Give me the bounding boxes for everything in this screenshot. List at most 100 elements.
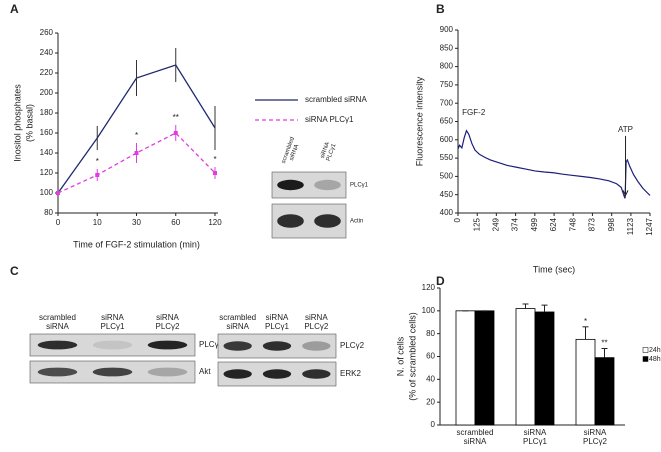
bar bbox=[455, 310, 476, 426]
blot-strip bbox=[29, 333, 196, 357]
lane-label: siRNA PLCγ2 bbox=[155, 313, 180, 331]
x-tick-label: siRNA PLCγ1 bbox=[523, 428, 548, 446]
x-axis-label: Time (sec) bbox=[533, 264, 575, 274]
x-tick-label: 0 bbox=[56, 218, 61, 227]
panel-label: B bbox=[436, 2, 445, 16]
annotation: * bbox=[584, 317, 587, 326]
y-tick-label: 800 bbox=[440, 62, 454, 71]
y-tick-label: 260 bbox=[40, 28, 54, 37]
blot-band bbox=[302, 369, 331, 379]
point-marker bbox=[134, 151, 139, 155]
x-tick-label: 249 bbox=[491, 217, 500, 231]
row-label: ERK2 bbox=[340, 369, 361, 378]
blot-band bbox=[302, 341, 331, 351]
x-tick-label: 10 bbox=[93, 218, 102, 227]
y-tick-label: 550 bbox=[440, 153, 454, 162]
y-tick-label: 240 bbox=[40, 48, 54, 57]
y-tick-label: 20 bbox=[426, 397, 435, 406]
legend-swatch bbox=[642, 347, 649, 353]
panel-label: D bbox=[436, 274, 445, 288]
trace-line bbox=[457, 129, 651, 199]
y-axis-label: N. of cells bbox=[395, 336, 405, 376]
bar bbox=[474, 310, 495, 426]
x-tick-label: 120 bbox=[208, 218, 222, 227]
legend-label: 48h bbox=[649, 356, 661, 363]
x-tick-label: 873 bbox=[588, 217, 597, 231]
y-tick-label: 220 bbox=[40, 68, 54, 77]
row-label: PLCγ1 bbox=[350, 183, 369, 189]
blot-band bbox=[37, 340, 78, 350]
y-tick-label: 850 bbox=[440, 43, 454, 52]
blot-band bbox=[262, 341, 292, 351]
arrow-head bbox=[622, 190, 629, 197]
legend-swatch bbox=[642, 356, 649, 362]
row-label: PLCγ1 bbox=[199, 340, 224, 349]
y-tick-label: 200 bbox=[40, 88, 54, 97]
y-tick-label: 500 bbox=[440, 172, 454, 181]
legend-label: siRNA PLCγ1 bbox=[305, 115, 354, 124]
x-tick-label: 0 bbox=[453, 217, 462, 222]
annotation: ATP bbox=[618, 125, 633, 134]
row-label: PLCγ2 bbox=[340, 341, 365, 350]
y-tick-label: 400 bbox=[440, 208, 454, 217]
y-tick-label: 80 bbox=[44, 208, 53, 217]
annotation: ** bbox=[173, 113, 179, 122]
blot-band bbox=[314, 214, 341, 228]
y-tick-label: 600 bbox=[440, 135, 454, 144]
legend-label: scrambled siRNA bbox=[305, 95, 367, 104]
x-tick-label: 30 bbox=[132, 218, 141, 227]
point-marker bbox=[95, 173, 100, 177]
panel-label: C bbox=[10, 264, 19, 278]
y-tick-label: 180 bbox=[40, 108, 54, 117]
y-axis-label: Fluorescence intensity bbox=[414, 76, 424, 166]
blot-band bbox=[147, 367, 188, 377]
blot-band bbox=[262, 369, 292, 379]
panel-label: A bbox=[10, 2, 19, 16]
y-tick-label: 100 bbox=[422, 306, 436, 315]
point-marker bbox=[173, 131, 178, 135]
bar bbox=[575, 338, 596, 426]
bar bbox=[534, 311, 555, 426]
blot-band bbox=[314, 179, 341, 191]
y-tick-label: 0 bbox=[431, 420, 436, 429]
x-tick-label: siRNA PLCγ2 bbox=[583, 428, 608, 446]
annotation: ** bbox=[601, 339, 607, 348]
y-tick-label: 100 bbox=[40, 188, 54, 197]
y-tick-label: 750 bbox=[440, 80, 454, 89]
y-axis-label: (% basal) bbox=[24, 104, 34, 142]
x-tick-label: 60 bbox=[171, 218, 180, 227]
blot-band bbox=[92, 340, 133, 350]
y-tick-label: 40 bbox=[426, 374, 435, 383]
y-tick-label: 700 bbox=[440, 98, 454, 107]
annotation: * bbox=[135, 131, 138, 140]
y-tick-label: 900 bbox=[440, 25, 454, 34]
y-tick-label: 140 bbox=[40, 148, 54, 157]
blot-band bbox=[223, 369, 252, 379]
row-label: Actin bbox=[350, 219, 363, 225]
y-tick-label: 120 bbox=[40, 168, 54, 177]
blot-band bbox=[223, 341, 252, 351]
x-tick-label: 1247 bbox=[645, 217, 654, 235]
y-tick-label: 650 bbox=[440, 117, 454, 126]
legend-label: 24h bbox=[649, 347, 661, 354]
row-label: Akt bbox=[199, 367, 211, 376]
x-tick-label: 624 bbox=[549, 217, 558, 231]
y-tick-label: 80 bbox=[426, 329, 435, 338]
series-line bbox=[57, 132, 216, 194]
point-marker bbox=[56, 191, 60, 195]
blot-band bbox=[37, 367, 78, 377]
y-tick-label: 60 bbox=[426, 352, 435, 361]
y-tick-label: 120 bbox=[422, 283, 436, 292]
annotation: * bbox=[96, 157, 99, 166]
blot-band bbox=[147, 340, 188, 350]
point-marker bbox=[213, 171, 217, 175]
y-axis-label: (% of scrambled cells) bbox=[407, 312, 417, 401]
y-tick-label: 160 bbox=[40, 128, 54, 137]
blot-band bbox=[277, 214, 304, 228]
bar bbox=[594, 357, 615, 426]
lane-label: siRNA PLCγ2 bbox=[304, 313, 329, 331]
x-tick-label: 125 bbox=[472, 217, 481, 231]
